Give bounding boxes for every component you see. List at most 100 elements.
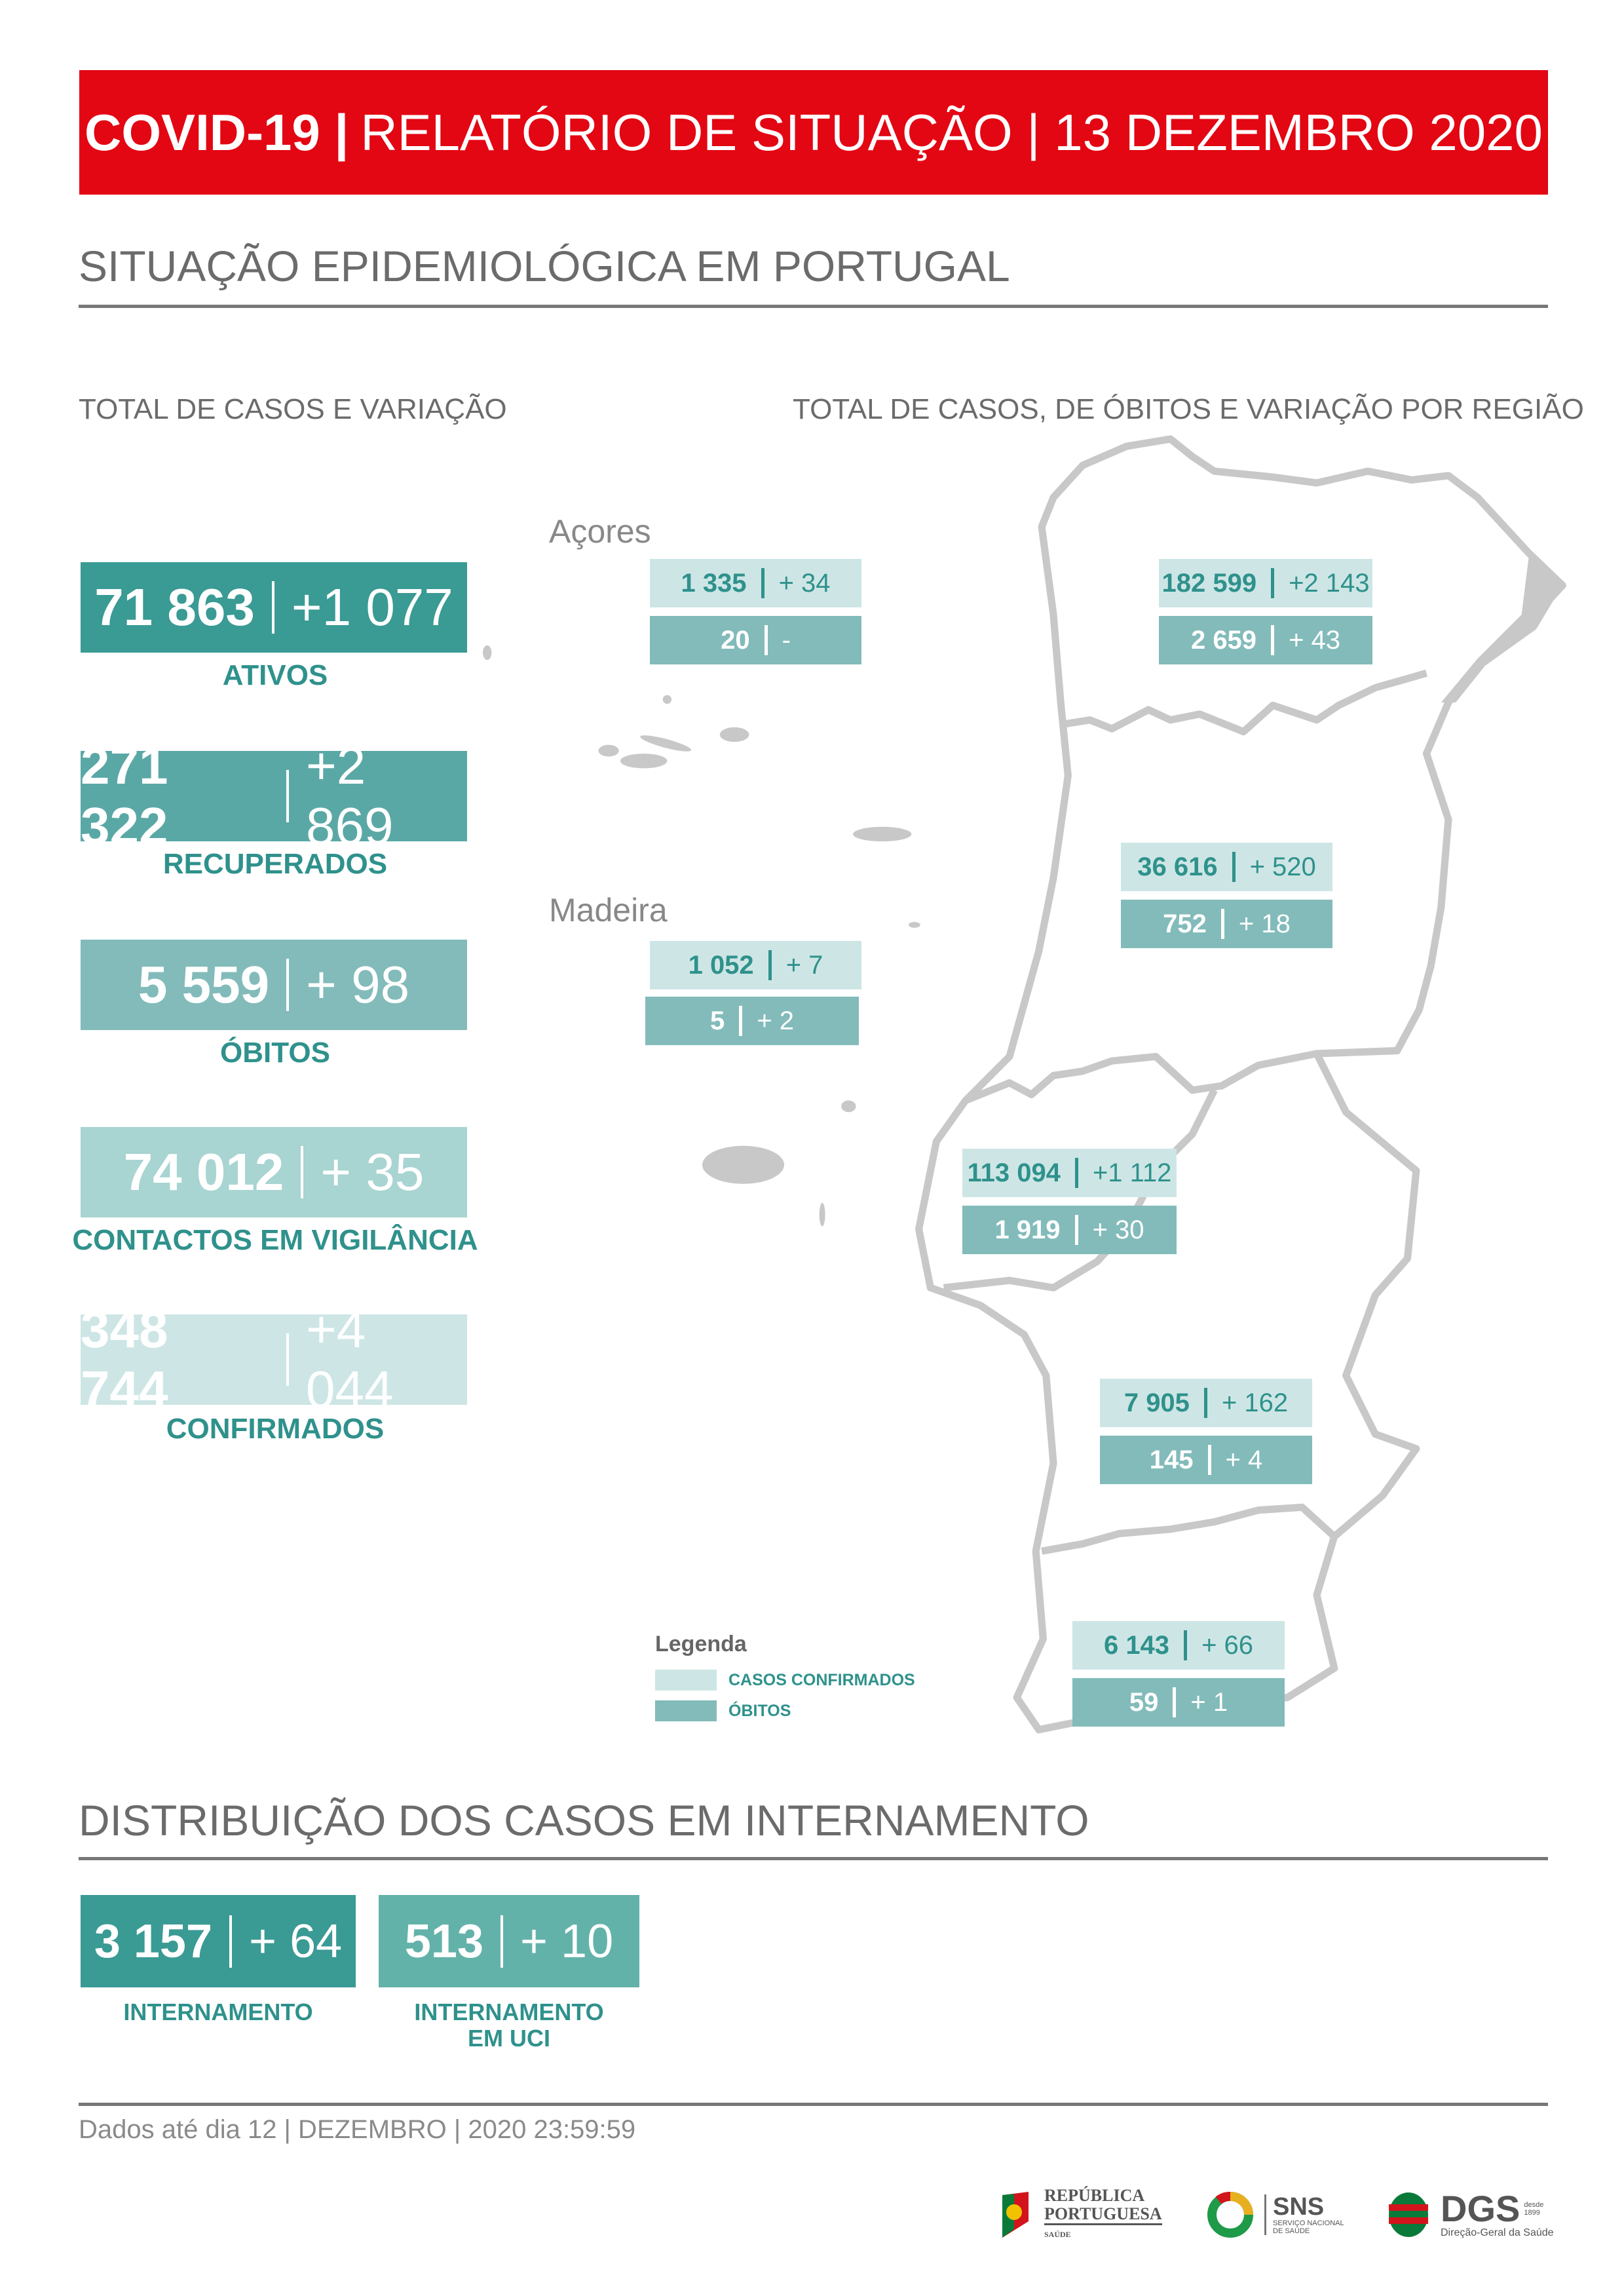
separator [1173, 1687, 1177, 1717]
island-terceira [719, 727, 749, 742]
separator [229, 1915, 233, 1968]
east-border-river [1441, 556, 1563, 702]
border-norte-centro [1061, 669, 1428, 736]
section-title-epidemiology: SITUAÇÃO EPIDEMIOLÓGICA EM PORTUGAL [79, 242, 1010, 290]
region-algarve-deaths: 59 + 1 [1072, 1678, 1285, 1727]
deaths-value: 1 919 [994, 1215, 1061, 1244]
stat-delta: + 10 [520, 1915, 614, 1968]
separator [761, 568, 765, 598]
logo-text: SNS [1273, 2193, 1325, 2221]
region-lvt-cases: 113 094 +1 112 [962, 1149, 1177, 1197]
region-acores-cases: 1 335 + 34 [650, 559, 861, 607]
island-sao-miguel [853, 826, 912, 842]
divider [79, 1857, 1548, 1860]
stat-label: INTERNAMENTO [123, 1999, 313, 2025]
stat-ativos: 71 863 +1 077 [81, 562, 467, 653]
stat-label: ÓBITOS [220, 1037, 330, 1069]
stat-contactos: 74 012 + 35 [81, 1127, 467, 1217]
section-title-hospital: DISTRIBUIÇÃO DOS CASOS EM INTERNAMENTO [79, 1796, 1089, 1845]
island-desertas [819, 1202, 825, 1227]
stat-label: CONTACTOS EM VIGILÂNCIA [72, 1224, 478, 1256]
region-centro-cases: 36 616 + 520 [1121, 843, 1332, 891]
region-madeira-deaths: 5 + 2 [645, 997, 859, 1045]
cases-delta: + 66 [1201, 1630, 1254, 1660]
stat-label: RECUPERADOS [162, 848, 388, 880]
separator [764, 625, 768, 655]
separator [768, 950, 772, 980]
stat-value: 74 012 [123, 1143, 284, 1201]
divider [79, 2103, 1548, 2106]
logo-text: SERVIÇO NACIONAL [1273, 2219, 1344, 2227]
region-centro-deaths: 752 + 18 [1121, 900, 1332, 948]
cases-value: 182 599 [1161, 568, 1257, 598]
separator [1271, 568, 1275, 598]
stat-value: 513 [404, 1915, 483, 1968]
separator [271, 581, 274, 634]
island-sao-jorge [640, 735, 692, 752]
deaths-delta: + 1 [1190, 1687, 1228, 1717]
stat-value: 271 322 [81, 737, 168, 855]
stat-delta: + 35 [320, 1143, 425, 1201]
deaths-value: 59 [1129, 1687, 1159, 1717]
separator [286, 770, 290, 822]
stat-label: ATIVOS [222, 659, 328, 691]
border-alentejo-algarve [1041, 1503, 1337, 1555]
separator [1232, 852, 1236, 882]
stat-internamento-uci: 513 + 10 [379, 1895, 639, 1987]
stat-delta: +4 044 [306, 1300, 394, 1419]
logo-dgs: DGS desde 1899 Direção-Geral da Saúde [1386, 2179, 1554, 2251]
stat-label: CONFIRMADOS [166, 1413, 385, 1445]
subtitle-totals: TOTAL DE CASOS E VARIAÇÃO [79, 393, 507, 425]
cases-value: 6 143 [1103, 1630, 1170, 1660]
logo-text: PORTUGUESA [1044, 2204, 1162, 2225]
logo-republica-portuguesa: REPÚBLICA PORTUGUESA SAÚDE [996, 2179, 1162, 2251]
stat-internamento: 3 157 + 64 [81, 1895, 356, 1987]
logo-text: DE SAÚDE [1273, 2227, 1310, 2235]
cases-value: 7 905 [1124, 1388, 1190, 1417]
border-centro-lvt [964, 1050, 1318, 1104]
region-norte-deaths: 2 659 + 43 [1159, 616, 1372, 664]
header-title: RELATÓRIO DE SITUAÇÃO | 13 DEZEMBRO 2020 [360, 103, 1543, 161]
stat-value: 348 744 [81, 1300, 168, 1419]
region-alentejo-cases: 7 905 + 162 [1100, 1379, 1312, 1427]
deaths-delta: + 18 [1238, 909, 1291, 938]
sns-ring-icon [1207, 2192, 1253, 2238]
logo-sns: SNS SERVIÇO NACIONAL DE SAÚDE [1205, 2179, 1344, 2251]
cases-delta: +1 112 [1092, 1158, 1172, 1187]
logo-text: REPÚBLICA [1044, 2185, 1145, 2205]
region-algarve-cases: 6 143 + 66 [1072, 1621, 1285, 1670]
island-porto-santo [841, 1100, 856, 1113]
cases-delta: + 162 [1221, 1388, 1289, 1417]
deaths-value: 145 [1149, 1445, 1194, 1474]
deaths-delta: + 30 [1092, 1215, 1144, 1244]
deaths-value: 2 659 [1190, 625, 1257, 655]
label-acores: Açores [549, 513, 651, 550]
legend-label-deaths: ÓBITOS [728, 1702, 791, 1720]
region-acores-deaths: 20 - [650, 616, 861, 664]
logo-text: DGS [1441, 2188, 1520, 2229]
deaths-value: 5 [710, 1006, 725, 1035]
cases-value: 113 094 [967, 1158, 1061, 1187]
logo-text: SAÚDE [1044, 2229, 1071, 2239]
stat-value: 3 157 [94, 1915, 213, 1968]
separator [739, 1006, 743, 1036]
separator [1207, 1445, 1211, 1475]
separator [1203, 1388, 1207, 1418]
logo-text: desde 1899 [1524, 2201, 1544, 2217]
stat-delta: + 98 [306, 955, 410, 1014]
region-alentejo-deaths: 145 + 4 [1100, 1436, 1312, 1484]
stat-recuperados: 271 322 +2 869 [81, 737, 467, 855]
cases-value: 1 052 [688, 950, 754, 980]
separator [1074, 1158, 1078, 1188]
deaths-delta: + 4 [1225, 1445, 1263, 1474]
island-santa-maria [908, 921, 920, 928]
region-madeira-cases: 1 052 + 7 [650, 941, 861, 989]
cases-value: 36 616 [1137, 852, 1218, 881]
legend-label-cases: CASOS CONFIRMADOS [728, 1671, 915, 1689]
deaths-delta: + 43 [1289, 625, 1341, 655]
island-graciosa [662, 695, 672, 704]
stat-label: INTERNAMENTO [414, 1999, 604, 2025]
region-lvt-deaths: 1 919 + 30 [962, 1206, 1177, 1254]
stat-confirmados: 348 744 +4 044 [81, 1300, 467, 1419]
legend-swatch-cases [655, 1670, 717, 1691]
